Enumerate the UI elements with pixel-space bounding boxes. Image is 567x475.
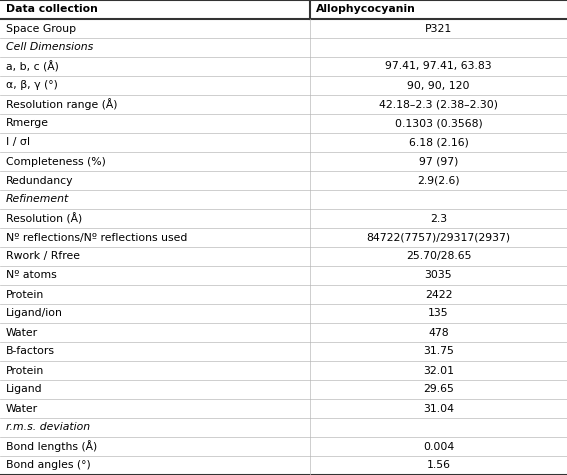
Text: P321: P321 bbox=[425, 23, 452, 34]
Text: 25.70/28.65: 25.70/28.65 bbox=[406, 251, 471, 262]
Text: 135: 135 bbox=[428, 308, 449, 319]
Text: 32.01: 32.01 bbox=[423, 365, 454, 376]
Text: 29.65: 29.65 bbox=[423, 384, 454, 395]
Text: Bond lengths (Å): Bond lengths (Å) bbox=[6, 440, 97, 453]
Text: Ligand: Ligand bbox=[6, 384, 43, 395]
Text: 0.004: 0.004 bbox=[423, 441, 454, 452]
Text: Refinement: Refinement bbox=[6, 194, 69, 205]
Text: Completeness (%): Completeness (%) bbox=[6, 156, 105, 167]
Text: 2.3: 2.3 bbox=[430, 213, 447, 224]
Text: 42.18–2.3 (2.38–2.30): 42.18–2.3 (2.38–2.30) bbox=[379, 99, 498, 110]
Text: 31.75: 31.75 bbox=[423, 346, 454, 357]
Text: 0.1303 (0.3568): 0.1303 (0.3568) bbox=[395, 118, 483, 129]
Text: Protein: Protein bbox=[6, 289, 44, 300]
Text: Nº reflections/Nº reflections used: Nº reflections/Nº reflections used bbox=[6, 232, 187, 243]
Text: Rwork / Rfree: Rwork / Rfree bbox=[6, 251, 80, 262]
Text: 6.18 (2.16): 6.18 (2.16) bbox=[409, 137, 468, 148]
Text: Resolution (Å): Resolution (Å) bbox=[6, 213, 82, 224]
Text: Nº atoms: Nº atoms bbox=[6, 270, 57, 281]
Text: Redundancy: Redundancy bbox=[6, 175, 73, 186]
Text: Space Group: Space Group bbox=[6, 23, 76, 34]
Text: Water: Water bbox=[6, 327, 38, 338]
Text: Cell Dimensions: Cell Dimensions bbox=[6, 42, 93, 53]
Text: Allophycocyanin: Allophycocyanin bbox=[316, 4, 416, 15]
Text: Protein: Protein bbox=[6, 365, 44, 376]
Text: Water: Water bbox=[6, 403, 38, 414]
Text: 2.9(2.6): 2.9(2.6) bbox=[417, 175, 460, 186]
Text: Rmerge: Rmerge bbox=[6, 118, 49, 129]
Text: 90, 90, 120: 90, 90, 120 bbox=[407, 80, 469, 91]
Text: Resolution range (Å): Resolution range (Å) bbox=[6, 98, 117, 111]
Text: Data collection: Data collection bbox=[6, 4, 98, 15]
Text: α, β, γ (°): α, β, γ (°) bbox=[6, 80, 57, 91]
Text: a, b, c (Å): a, b, c (Å) bbox=[6, 61, 58, 72]
Text: 3035: 3035 bbox=[425, 270, 452, 281]
Text: Ligand/ion: Ligand/ion bbox=[6, 308, 62, 319]
Text: I / σI: I / σI bbox=[6, 137, 30, 148]
Text: r.m.s. deviation: r.m.s. deviation bbox=[6, 422, 90, 433]
Text: 84722(7757)/29317(2937): 84722(7757)/29317(2937) bbox=[366, 232, 510, 243]
Text: Bond angles (°): Bond angles (°) bbox=[6, 460, 90, 471]
Text: 1.56: 1.56 bbox=[426, 460, 451, 471]
Text: 97.41, 97.41, 63.83: 97.41, 97.41, 63.83 bbox=[385, 61, 492, 72]
Text: B-factors: B-factors bbox=[6, 346, 54, 357]
Text: 2422: 2422 bbox=[425, 289, 452, 300]
Text: 97 (97): 97 (97) bbox=[419, 156, 458, 167]
Text: 31.04: 31.04 bbox=[423, 403, 454, 414]
Text: 478: 478 bbox=[428, 327, 449, 338]
